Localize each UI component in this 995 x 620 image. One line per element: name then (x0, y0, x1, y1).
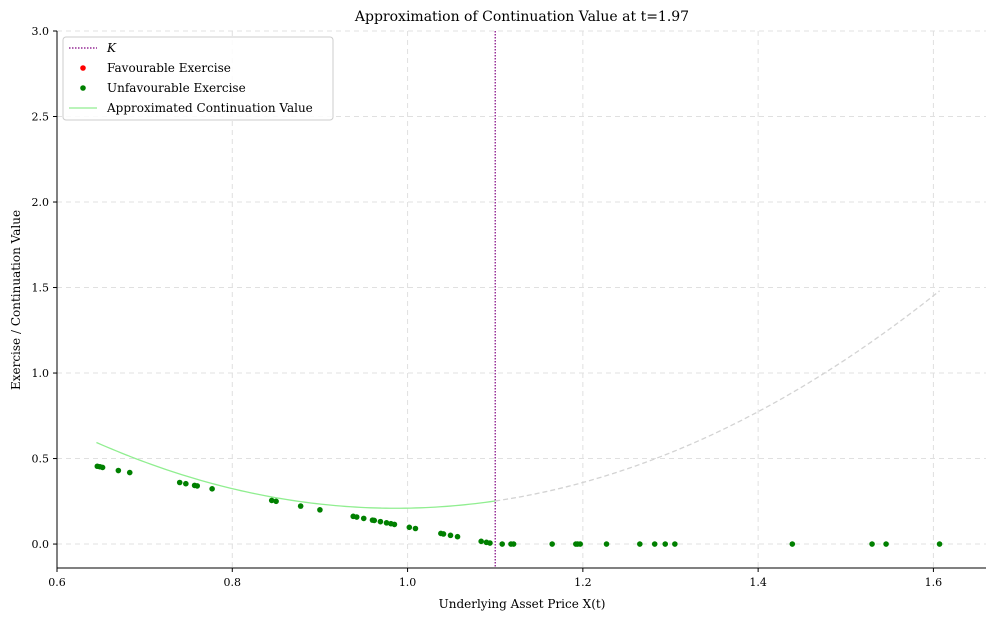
data-point (99, 464, 106, 471)
y-tick-label: 3.0 (32, 25, 50, 38)
data-point (936, 541, 943, 547)
legend: K Favourable Exercise Unfavourable Exercis… (62, 36, 334, 121)
data-point (447, 532, 454, 539)
legend-swatch-dot (80, 85, 86, 91)
data-point (510, 541, 517, 547)
data-point (549, 541, 555, 547)
data-point (454, 533, 461, 540)
data-point (603, 541, 610, 547)
legend-label: Unfavourable Exercise (107, 81, 246, 95)
legend-label: Approximated Continuation Value (106, 101, 313, 115)
data-point (412, 525, 419, 532)
x-axis-label: Underlying Asset Price X(t) (439, 597, 606, 611)
data-point (577, 541, 584, 547)
data-point (209, 486, 215, 492)
data-point (662, 541, 669, 547)
data-point (176, 479, 183, 486)
data-point (297, 503, 304, 509)
x-tick-label: 0.8 (224, 576, 242, 589)
data-point (353, 514, 360, 520)
axes (56, 31, 986, 569)
data-point (406, 524, 413, 531)
points (94, 463, 943, 547)
legend-label: K (106, 41, 117, 55)
continuation-extrapolation-line (495, 290, 940, 502)
curves (96, 290, 940, 509)
data-point (360, 515, 367, 522)
legend-label: Favourable Exercise (107, 61, 231, 75)
data-point (672, 541, 678, 547)
legend-box (62, 36, 334, 121)
y-tick-label: 1.5 (32, 282, 50, 295)
y-tick-label: 0.0 (32, 538, 50, 551)
data-point (487, 540, 493, 546)
y-tick-label: 1.0 (32, 367, 50, 380)
y-axis-label: Exercise / Continuation Value (9, 210, 23, 390)
data-point (126, 469, 133, 476)
data-point (869, 541, 875, 547)
chart-title: Approximation of Continuation Value at t… (354, 9, 689, 25)
data-point (391, 521, 398, 528)
legend-swatch-dot (80, 65, 86, 71)
data-point (499, 541, 506, 547)
x-tick-label: 0.6 (48, 576, 66, 589)
data-point (377, 518, 384, 525)
data-point (115, 467, 122, 474)
continuation-value-line (96, 441, 496, 509)
data-point (273, 498, 279, 505)
data-point (383, 520, 390, 526)
x-tick-label: 1.0 (399, 576, 417, 589)
data-point (478, 538, 484, 545)
data-point (371, 517, 378, 524)
data-point (317, 507, 323, 513)
data-point (651, 541, 658, 547)
data-point (637, 541, 643, 547)
data-point (440, 531, 447, 537)
y-tick-label: 2.5 (32, 111, 50, 124)
y-tick-label: 2.0 (32, 196, 50, 209)
data-point (194, 483, 201, 489)
x-tick-label: 1.2 (574, 576, 592, 589)
y-tick-label: 0.5 (32, 453, 50, 466)
x-tick-label: 1.6 (925, 576, 943, 589)
x-tick-label: 1.4 (749, 576, 767, 589)
ticks: 0.6 0.8 1.0 1.2 1.4 1.6 0.0 0.5 1.0 1.5 2.0 2.5 3.0 (32, 25, 943, 589)
data-point (183, 480, 189, 487)
data-point (883, 541, 889, 547)
data-point (268, 497, 275, 504)
data-point (789, 541, 796, 547)
